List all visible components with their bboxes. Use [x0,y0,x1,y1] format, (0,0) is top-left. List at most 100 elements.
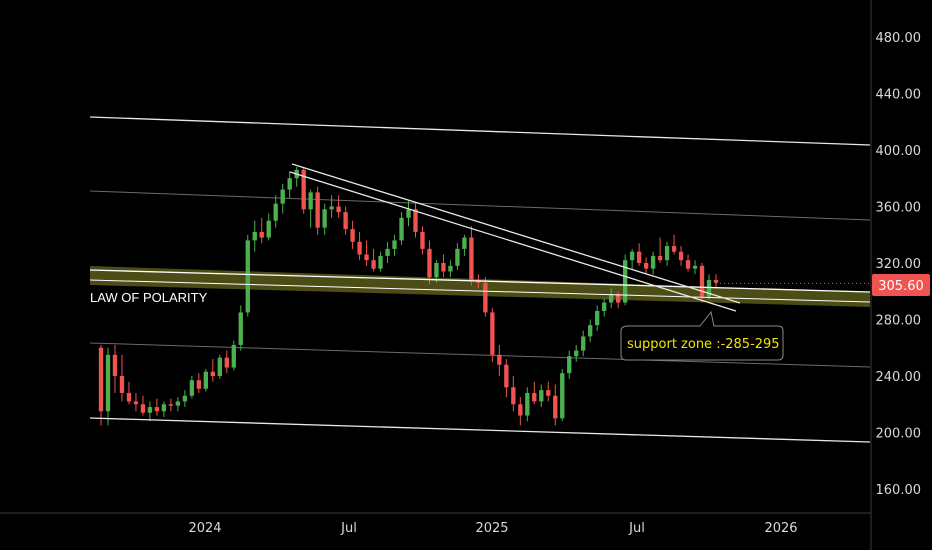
candle[interactable] [588,319,593,343]
candle[interactable] [574,344,579,362]
support-zone-note: support zone :-285-295 [627,337,780,352]
last-price-background [872,274,930,296]
candle[interactable] [657,237,663,263]
candle[interactable] [336,195,341,218]
candle[interactable] [595,305,600,331]
candle[interactable] [511,376,516,412]
candle[interactable] [609,288,614,309]
candle[interactable] [231,340,236,371]
candle[interactable] [448,260,453,278]
candle[interactable] [532,381,537,405]
candle[interactable] [245,234,250,317]
candle[interactable] [322,203,327,235]
candle[interactable] [224,350,229,374]
candle[interactable] [259,217,264,244]
candle[interactable] [217,354,222,379]
candle[interactable] [455,243,460,271]
candle[interactable] [154,398,160,416]
candle[interactable] [161,401,167,417]
candle-body [245,240,250,313]
candle[interactable] [629,248,635,269]
candle[interactable] [301,166,306,214]
candle[interactable] [168,398,174,412]
candle[interactable] [553,384,558,426]
candle[interactable] [643,257,649,275]
candle[interactable] [483,277,488,317]
candle[interactable] [581,330,586,357]
candle[interactable] [699,263,705,303]
candle[interactable] [615,291,621,309]
candle[interactable] [119,354,125,402]
candle-body [462,237,467,249]
candle[interactable] [147,401,153,422]
candle-body [574,350,579,357]
candle[interactable] [273,195,278,228]
candle[interactable] [280,183,285,214]
candle[interactable] [713,274,719,289]
candle[interactable] [357,231,362,261]
candle[interactable] [308,189,313,228]
candle[interactable] [622,254,628,306]
candle[interactable] [406,200,411,227]
candle[interactable] [560,368,565,422]
candle[interactable] [385,241,390,263]
candle[interactable] [196,373,202,393]
candle[interactable] [685,254,691,272]
candle[interactable] [266,213,271,241]
candle[interactable] [98,344,104,426]
candle[interactable] [650,251,656,275]
candle[interactable] [567,350,572,379]
candle[interactable] [175,397,181,412]
candle[interactable] [287,171,292,199]
candle[interactable] [392,234,397,256]
candle[interactable] [546,381,551,402]
candle[interactable] [462,234,467,256]
candle-body [112,354,118,376]
candle[interactable] [413,203,418,238]
candle[interactable] [490,308,495,362]
candle[interactable] [469,226,474,286]
price-axis[interactable]: 480.00 440.00 400.00 360.00 320.00 280.00 240.… [876,31,922,498]
lower-channel-line [89,417,871,443]
candle[interactable] [678,246,684,266]
candle[interactable] [133,392,139,412]
candle[interactable] [420,226,425,255]
candle[interactable] [203,368,208,392]
candle[interactable] [210,359,215,382]
candle-body [287,178,292,190]
candle[interactable] [636,243,642,266]
candle[interactable] [664,241,670,266]
candle[interactable] [364,240,369,266]
support-zone-callout[interactable]: support zone :-285-295 [620,310,784,361]
candle[interactable] [140,395,146,416]
candle-body [392,240,397,249]
candle[interactable] [518,397,523,426]
candle[interactable] [252,220,257,252]
candle[interactable] [350,220,355,249]
candle[interactable] [441,254,446,278]
candle[interactable] [238,305,243,351]
candle[interactable] [525,387,530,422]
candle[interactable] [427,240,432,285]
candle[interactable] [112,344,118,393]
candle[interactable] [539,384,544,408]
candle[interactable] [343,206,348,235]
candle[interactable] [671,234,677,255]
candle[interactable] [189,376,195,399]
candle[interactable] [105,347,111,426]
candle[interactable] [692,260,698,275]
candle[interactable] [504,359,509,398]
candle[interactable] [378,251,383,272]
price-tick-label: 240.00 [876,370,922,385]
candle[interactable] [371,248,376,272]
candle[interactable] [315,186,320,235]
candle[interactable] [434,260,439,283]
candle[interactable] [497,344,502,376]
candle[interactable] [399,212,404,245]
candle[interactable] [602,298,607,317]
time-axis[interactable]: 2024 Jul 2025 Jul 2026 [188,521,797,536]
candle[interactable] [182,390,188,408]
candle[interactable] [126,381,132,405]
candle[interactable] [329,195,334,218]
